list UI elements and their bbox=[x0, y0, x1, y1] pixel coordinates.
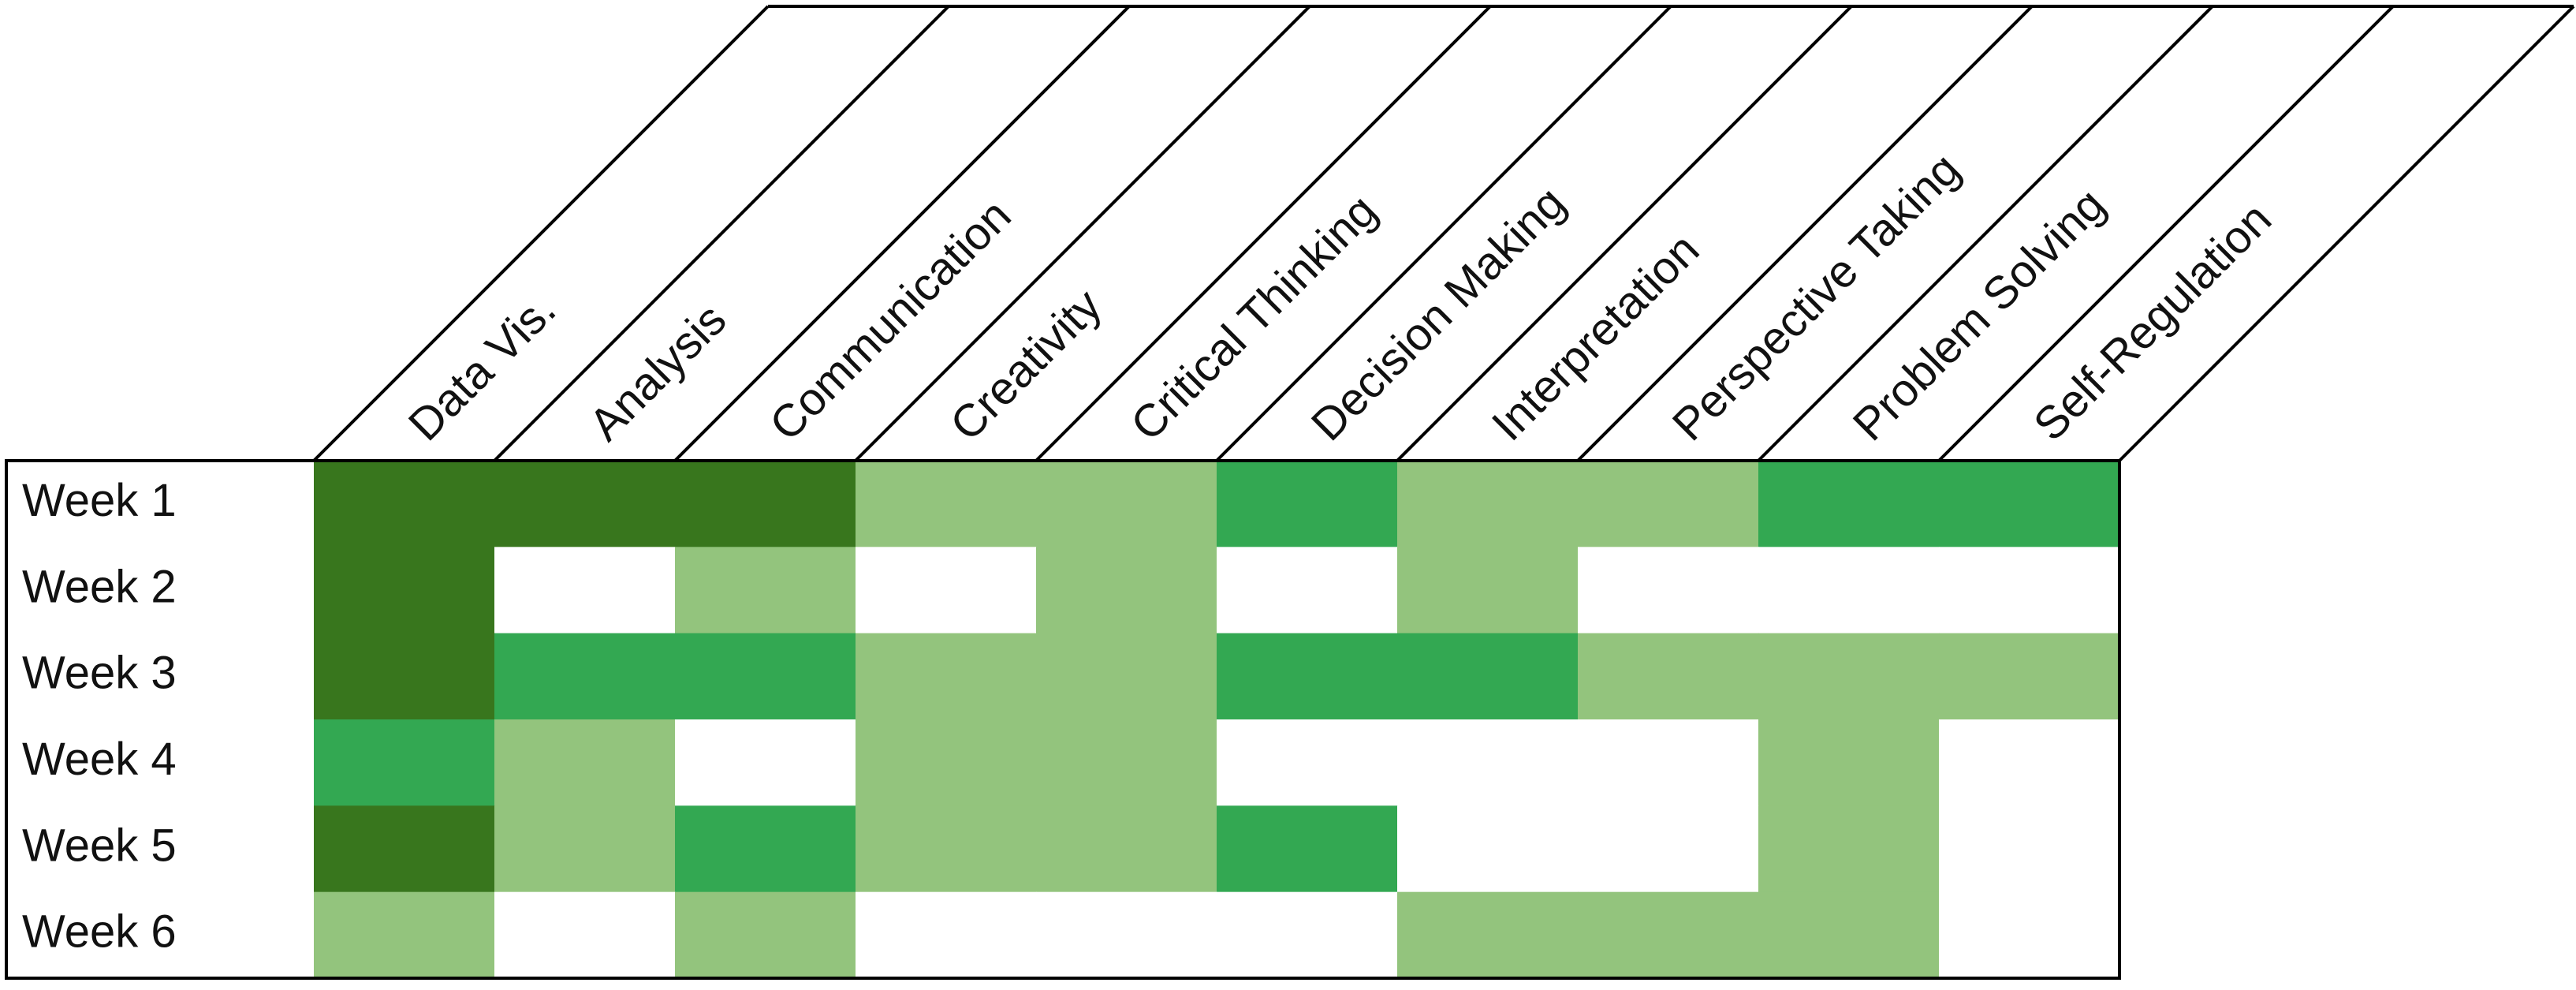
row-label-week-5: Week 5 bbox=[22, 820, 177, 871]
cell-week-3-communication bbox=[675, 633, 856, 720]
cell-week-1-critical-thinking bbox=[1036, 461, 1217, 547]
cell-week-1-problem-solving bbox=[1758, 461, 1940, 547]
cell-week-3-creativity bbox=[856, 633, 1037, 720]
cell-week-5-decision-making bbox=[1217, 805, 1398, 893]
cell-week-6-analysis bbox=[494, 891, 676, 979]
cell-week-1-self-regulation bbox=[1939, 461, 2120, 547]
row-label-week-3: Week 3 bbox=[22, 648, 177, 699]
cell-week-5-analysis bbox=[494, 805, 676, 893]
table-frame bbox=[5, 5, 2575, 980]
cell-week-6-interpretation bbox=[1397, 891, 1579, 979]
cell-week-4-creativity bbox=[856, 719, 1037, 806]
heatmap-cells bbox=[314, 461, 2120, 979]
cell-week-2-analysis bbox=[494, 547, 676, 634]
cell-week-6-problem-solving bbox=[1758, 891, 1940, 979]
cell-week-3-interpretation bbox=[1397, 633, 1579, 720]
cell-week-4-decision-making bbox=[1217, 719, 1398, 806]
cell-week-1-creativity bbox=[856, 461, 1037, 547]
cell-week-2-problem-solving bbox=[1758, 547, 1940, 634]
cell-week-2-creativity bbox=[856, 547, 1037, 634]
cell-week-3-problem-solving bbox=[1758, 633, 1940, 720]
cell-week-6-creativity bbox=[856, 891, 1037, 979]
header-divider bbox=[1215, 5, 1672, 462]
cell-week-5-data-vis bbox=[314, 805, 495, 893]
cell-week-1-interpretation bbox=[1397, 461, 1579, 547]
row-label-week-1: Week 1 bbox=[22, 475, 177, 526]
cell-week-2-interpretation bbox=[1397, 547, 1579, 634]
column-label-analysis: Analysis bbox=[580, 294, 736, 451]
cell-week-3-critical-thinking bbox=[1036, 633, 1217, 720]
cell-week-5-interpretation bbox=[1397, 805, 1579, 893]
cell-week-2-data-vis bbox=[314, 547, 495, 634]
cell-week-4-critical-thinking bbox=[1036, 719, 1217, 806]
cell-week-4-problem-solving bbox=[1758, 719, 1940, 806]
row-labels: Week 1 Week 2 Week 3 Week 4 Week 5 Week 6 bbox=[22, 475, 177, 958]
row-label-week-4: Week 4 bbox=[22, 734, 177, 785]
header-divider bbox=[2118, 5, 2575, 462]
cell-week-6-communication bbox=[675, 891, 856, 979]
cell-week-2-perspective-taking bbox=[1578, 547, 1759, 634]
table-border bbox=[5, 459, 2121, 980]
header-divider bbox=[493, 5, 950, 462]
cell-week-3-data-vis bbox=[314, 633, 495, 720]
cell-week-6-self-regulation bbox=[1939, 891, 2120, 979]
cell-week-6-critical-thinking bbox=[1036, 891, 1217, 979]
header-divider bbox=[1035, 5, 1492, 462]
header-divider bbox=[1396, 5, 1853, 462]
header-divider bbox=[1576, 5, 2034, 462]
cell-week-3-self-regulation bbox=[1939, 633, 2120, 720]
cell-week-5-communication bbox=[675, 805, 856, 893]
cell-week-5-critical-thinking bbox=[1036, 805, 1217, 893]
cell-week-1-decision-making bbox=[1217, 461, 1398, 547]
cell-week-5-perspective-taking bbox=[1578, 805, 1759, 893]
column-labels: Data Vis. Analysis CommunicationCreativity… bbox=[399, 144, 2281, 450]
cell-week-3-decision-making bbox=[1217, 633, 1398, 720]
cell-week-6-decision-making bbox=[1217, 891, 1398, 979]
header-divider bbox=[673, 5, 1131, 462]
cell-week-4-self-regulation bbox=[1939, 719, 2120, 806]
cell-week-1-analysis bbox=[494, 461, 676, 547]
cell-week-4-analysis bbox=[494, 719, 676, 806]
cell-week-3-perspective-taking bbox=[1578, 633, 1759, 720]
cell-week-3-analysis bbox=[494, 633, 676, 720]
cell-week-5-creativity bbox=[856, 805, 1037, 893]
cell-week-4-perspective-taking bbox=[1578, 719, 1759, 806]
cell-week-4-data-vis bbox=[314, 719, 495, 806]
cell-week-2-decision-making bbox=[1217, 547, 1398, 634]
row-label-week-2: Week 2 bbox=[22, 561, 177, 612]
header-divider bbox=[1757, 5, 2214, 462]
row-label-week-6: Week 6 bbox=[22, 906, 177, 958]
cell-week-2-critical-thinking bbox=[1036, 547, 1217, 634]
cell-week-5-self-regulation bbox=[1939, 805, 2120, 893]
cell-week-1-communication bbox=[675, 461, 856, 547]
cell-week-1-data-vis bbox=[314, 461, 495, 547]
header-divider bbox=[854, 5, 1311, 462]
column-label-data-vis: Data Vis. bbox=[399, 284, 566, 451]
column-label-creativity: Creativity bbox=[941, 279, 1112, 450]
cell-week-4-interpretation bbox=[1397, 719, 1579, 806]
cell-week-4-communication bbox=[675, 719, 856, 806]
header-divider bbox=[312, 5, 770, 462]
cell-week-6-perspective-taking bbox=[1578, 891, 1759, 979]
header-divider bbox=[1937, 5, 2395, 462]
cell-week-2-communication bbox=[675, 547, 856, 634]
cell-week-2-self-regulation bbox=[1939, 547, 2120, 634]
cell-week-1-perspective-taking bbox=[1578, 461, 1759, 547]
cell-week-5-problem-solving bbox=[1758, 805, 1940, 893]
cell-week-6-data-vis bbox=[314, 891, 495, 979]
